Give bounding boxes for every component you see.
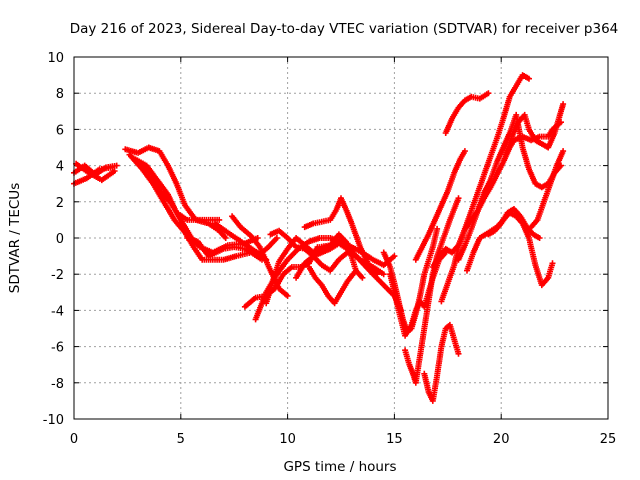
y-tick-label: 0: [56, 232, 64, 247]
y-tick-label: -8: [51, 377, 64, 392]
data-point-markers: [455, 111, 564, 263]
data-track: [421, 321, 462, 404]
data-point-markers: [301, 195, 381, 278]
y-tick-label: 2: [56, 196, 64, 211]
data-track: [442, 90, 492, 136]
data-track: [438, 72, 532, 305]
y-tick-label: 6: [56, 123, 64, 138]
y-axis-ticks: -10 -8 -6 -4 -2 0 2 4 6 8 10: [43, 51, 608, 428]
data-point-markers: [502, 101, 567, 158]
data-track: [464, 209, 556, 289]
x-tick-label: 0: [70, 432, 78, 447]
data-point-markers: [528, 148, 567, 231]
data-track: [528, 148, 567, 231]
data-point-markers: [442, 90, 492, 136]
data-point-markers: [306, 264, 359, 307]
data-point-markers: [412, 148, 468, 263]
y-tick-label: -6: [51, 341, 64, 356]
plot-frame: [73, 56, 609, 420]
y-tick-label: 4: [56, 160, 64, 175]
data-point-markers: [184, 235, 270, 263]
y-tick-label: -4: [51, 304, 64, 319]
x-tick-label: 25: [600, 432, 617, 447]
grid-lines: [74, 57, 608, 419]
data-track: [412, 148, 468, 263]
x-tick-label: 10: [279, 432, 296, 447]
y-tick-label: 8: [56, 87, 64, 102]
data-track: [455, 111, 564, 263]
y-tick-label: -2: [51, 268, 64, 283]
data-point-markers: [421, 321, 462, 404]
x-tick-label: 15: [386, 432, 403, 447]
data-point-markers: [464, 209, 556, 289]
y-tick-label: 10: [47, 51, 64, 66]
data-point-markers: [438, 72, 532, 305]
data-track: [73, 160, 118, 184]
x-tick-label: 5: [177, 432, 185, 447]
data-track: [485, 206, 543, 241]
data-point-markers: [316, 231, 366, 281]
y-axis-label: SDTVAR / TECUs: [7, 183, 23, 293]
data-track: [301, 195, 381, 278]
x-axis-ticks: 0 5 10 15 20 25: [70, 57, 616, 447]
data-point-markers: [402, 195, 462, 386]
data-point-markers: [485, 206, 543, 241]
chart-title: Day 216 of 2023, Sidereal Day-to-day VTE…: [70, 21, 619, 37]
data-track: [212, 220, 280, 258]
data-track: [306, 264, 359, 307]
data-track: [316, 231, 366, 281]
y-tick-label: -10: [43, 413, 64, 428]
data-track: [502, 101, 567, 158]
data-track: [402, 195, 462, 386]
x-axis-label: GPS time / hours: [283, 459, 396, 475]
data-point-markers: [73, 160, 118, 184]
x-tick-label: 20: [493, 432, 510, 447]
data-point-markers: [212, 220, 280, 258]
data-points: [71, 72, 567, 404]
data-track: [184, 235, 270, 263]
